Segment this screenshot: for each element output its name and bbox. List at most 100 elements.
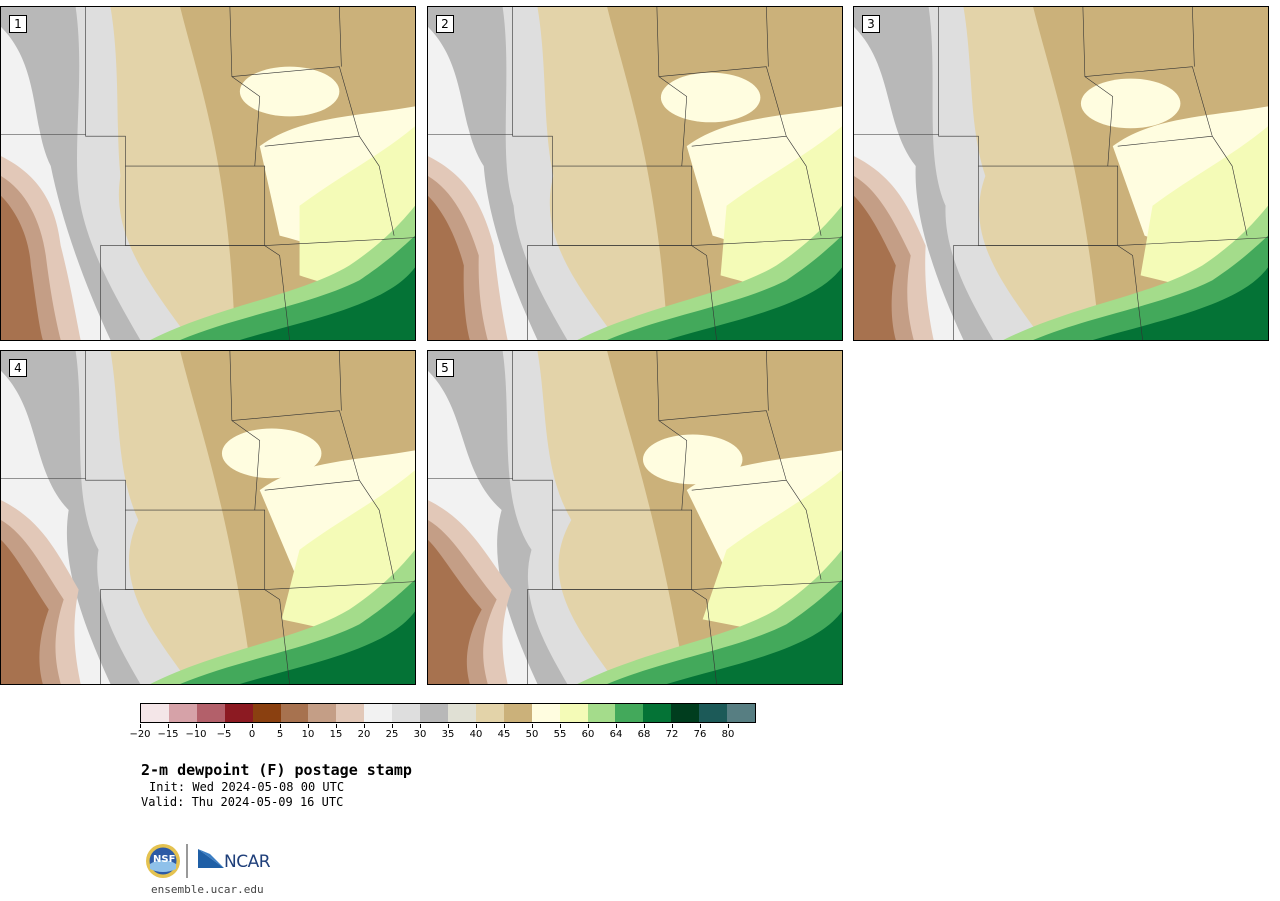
colorbar-swatch — [671, 704, 700, 722]
state-boundary — [229, 7, 360, 167]
valid-time: Valid: Thu 2024-05-09 16 UTC — [141, 795, 344, 809]
colorbar-swatch — [727, 704, 755, 722]
panel-number: 2 — [436, 15, 454, 33]
colorbar-tick — [532, 724, 533, 728]
state-boundary — [125, 237, 415, 340]
state-boundary — [512, 351, 553, 684]
state-boundary — [85, 7, 126, 340]
colorbar-ticks: −20 −15 −10 −5 0 5 10 15 20 25 30 35 40 45 50 55 60 64 68 7… — [129, 724, 756, 744]
panel-number: 1 — [9, 15, 27, 33]
colorbar-tick — [476, 724, 477, 728]
ncar-logo-text: NCAR — [224, 852, 271, 872]
shade-50 — [660, 72, 761, 123]
state-boundary — [339, 7, 395, 236]
shade-68 — [1092, 267, 1268, 340]
colorbar-swatch — [643, 704, 672, 722]
state-boundary — [656, 7, 787, 167]
shade-50 — [1080, 78, 1181, 129]
state-boundary — [125, 581, 415, 684]
colorbar-tick-label: 0 — [248, 729, 256, 740]
state-boundary — [1192, 7, 1248, 236]
colorbar-tick-label: 10 — [301, 729, 315, 740]
colorbar-tick-label: 55 — [553, 729, 567, 740]
state-boundary — [656, 351, 787, 511]
colorbar-swatch — [336, 704, 365, 722]
colorbar-tick — [700, 724, 701, 728]
map-panel-1: 1 — [0, 6, 416, 341]
state-boundary — [512, 7, 553, 340]
colorbar-swatch — [615, 704, 644, 722]
colorbar-swatch — [141, 704, 169, 722]
colorbar-tick-label: 64 — [609, 729, 623, 740]
colorbar-tick-label: 68 — [637, 729, 651, 740]
shade-68 — [239, 267, 415, 340]
colorbar-tick-label: 76 — [693, 729, 707, 740]
colorbar-swatch — [308, 704, 337, 722]
colorbar-swatch — [447, 704, 476, 722]
shade-68 — [239, 611, 415, 684]
panel-number: 3 — [862, 15, 880, 33]
shade-68 — [666, 611, 842, 684]
colorbar-swatch — [699, 704, 728, 722]
state-boundary — [766, 351, 822, 580]
colorbar-tick-label: 15 — [329, 729, 343, 740]
colorbar-swatch — [392, 704, 421, 722]
colorbar-tick — [728, 724, 729, 728]
colorbar-tick — [560, 724, 561, 728]
colorbar-tick — [252, 724, 253, 728]
panel-number: 5 — [436, 359, 454, 377]
colorbar-tick — [364, 724, 365, 728]
shade-50 — [221, 428, 322, 479]
colorbar-tick — [196, 724, 197, 728]
figure-title: 2-m dewpoint (F) postage stamp — [141, 761, 412, 779]
colorbar-tick-label: 80 — [721, 729, 735, 740]
colorbar-tick-label: 5 — [276, 729, 284, 740]
state-boundary — [552, 581, 842, 684]
colorbar-tick — [644, 724, 645, 728]
map-canvas — [428, 7, 842, 340]
colorbar-swatch — [587, 704, 616, 722]
colorbar-swatch — [503, 704, 532, 722]
map-panel-3: 3 — [853, 6, 1269, 341]
colorbar-tick-label: −20 — [129, 729, 151, 740]
state-boundary — [229, 351, 360, 511]
colorbar-tick-label: 50 — [525, 729, 539, 740]
colorbar-swatch — [531, 704, 560, 722]
map-canvas — [1, 7, 415, 340]
shade-50 — [642, 434, 743, 485]
ncar-logo — [198, 849, 224, 868]
state-boundary — [85, 351, 126, 684]
map-canvas — [1, 351, 415, 684]
shade-5 — [854, 195, 896, 340]
colorbar-tick — [504, 724, 505, 728]
state-boundary — [978, 237, 1268, 340]
state-boundary — [1082, 7, 1213, 167]
colorbar-tick-label: −5 — [216, 729, 232, 740]
state-boundary — [766, 7, 822, 236]
colorbar-tick — [616, 724, 617, 728]
map-canvas — [428, 351, 842, 684]
colorbar-tick-label: 45 — [497, 729, 511, 740]
state-boundary — [938, 7, 979, 340]
colorbar-swatch — [364, 704, 393, 722]
colorbar-tick-label: −10 — [185, 729, 207, 740]
colorbar-tick — [448, 724, 449, 728]
colorbar-tick-label: 40 — [469, 729, 483, 740]
colorbar-tick — [420, 724, 421, 728]
shade-5 — [1, 195, 43, 340]
colorbar-tick — [392, 724, 393, 728]
colorbar-tick-label: 72 — [665, 729, 679, 740]
panel-number: 4 — [9, 359, 27, 377]
colorbar-swatch — [252, 704, 281, 722]
colorbar-tick — [168, 724, 169, 728]
colorbar-swatch — [168, 704, 197, 722]
colorbar-swatch — [420, 704, 448, 722]
colorbar-tick-label: 35 — [441, 729, 455, 740]
state-boundary — [552, 237, 842, 340]
colorbar-tick — [224, 724, 225, 728]
colorbar-tick — [336, 724, 337, 728]
shade-5 — [428, 539, 482, 684]
colorbar-tick — [140, 724, 141, 728]
map-panel-4: 4 — [0, 350, 416, 685]
colorbar-swatch — [196, 704, 225, 722]
